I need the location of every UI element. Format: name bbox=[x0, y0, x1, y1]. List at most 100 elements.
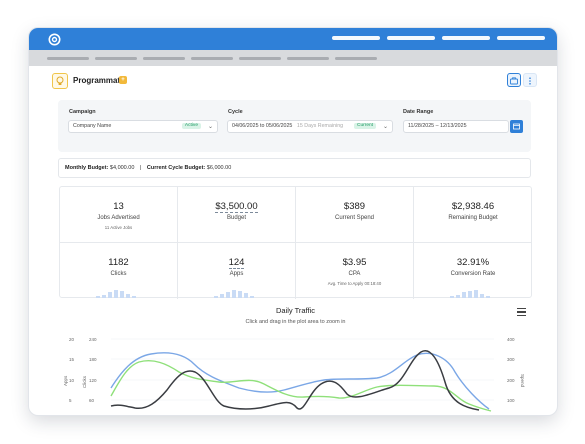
top-nav-link-3[interactable] bbox=[442, 36, 490, 40]
apps-series-line bbox=[110, 360, 492, 412]
inner-tick: 120 bbox=[89, 378, 97, 383]
secondary-navbar bbox=[29, 50, 557, 66]
secondary-nav-link-3[interactable] bbox=[143, 57, 185, 60]
stat-label: Jobs Advertised bbox=[97, 215, 140, 221]
cycle-budget-label: Current Cycle Budget: bbox=[146, 165, 206, 171]
inner-tick: 240 bbox=[89, 337, 97, 342]
stat-label: CPA bbox=[348, 271, 361, 277]
top-navbar bbox=[29, 28, 557, 50]
chart-subtitle: Click and drag in the plot area to zoom … bbox=[245, 319, 346, 325]
left-tick: 20 bbox=[69, 337, 75, 342]
stat-value: 13 bbox=[113, 201, 124, 212]
monthly-budget-value: $4,000.00 bbox=[109, 165, 135, 171]
campaign-status-badge: Active bbox=[181, 123, 201, 129]
spend-series-line bbox=[110, 350, 480, 411]
cycle-select[interactable]: 04/06/2025 to 05/06/2025 15 Days Remaini… bbox=[227, 120, 393, 133]
campaign-label: Campaign bbox=[69, 109, 96, 115]
stat-card-remaining-budget: $2,938.46 Remaining Budget bbox=[414, 187, 532, 243]
chevron-down-icon: ⌄ bbox=[382, 124, 388, 130]
left-tick: 5 bbox=[69, 398, 72, 403]
secondary-nav-link-6[interactable] bbox=[287, 57, 329, 60]
top-nav-link-2[interactable] bbox=[387, 36, 435, 40]
stat-value: 1182 bbox=[108, 257, 129, 268]
stat-value: 32.91% bbox=[456, 257, 490, 268]
secondary-nav-link-2[interactable] bbox=[95, 57, 137, 60]
date-range-label: Date Range bbox=[403, 109, 434, 115]
right-tick: 300 bbox=[507, 357, 515, 362]
left-tick: 15 bbox=[69, 357, 75, 362]
stat-value[interactable]: $3,500.00 bbox=[215, 201, 258, 213]
right-tick: 200 bbox=[507, 378, 515, 383]
briefcase-icon bbox=[510, 77, 518, 85]
stat-label: Clicks bbox=[110, 271, 127, 277]
plus-badge-icon[interactable]: + bbox=[119, 76, 127, 84]
cycle-budget-value: $6,000.00 bbox=[206, 165, 232, 171]
inner-axis-label: Clicks bbox=[82, 375, 87, 388]
chart-plot[interactable]: 20 15 10 5 240 180 120 60 400 300 200 10… bbox=[59, 302, 532, 415]
date-range-value: 11/28/2025 – 12/13/2025 bbox=[408, 123, 467, 129]
secondary-nav-links bbox=[47, 57, 377, 60]
calendar-button[interactable] bbox=[510, 120, 523, 133]
monthly-budget-label: Monthly Budget: bbox=[65, 165, 109, 171]
stat-label: Conversion Rate bbox=[450, 271, 496, 277]
date-range-input[interactable]: 11/28/2025 – 12/13/2025 bbox=[403, 120, 509, 133]
top-nav-links bbox=[332, 36, 545, 40]
stat-card-budget: $3,500.00 Budget bbox=[178, 187, 296, 243]
lightbulb-icon bbox=[52, 73, 68, 89]
clicks-sparkline bbox=[96, 290, 136, 298]
right-tick: 100 bbox=[507, 398, 515, 403]
stat-value: $3.95 bbox=[342, 257, 367, 268]
top-nav-link-1[interactable] bbox=[332, 36, 380, 40]
secondary-nav-link-1[interactable] bbox=[47, 57, 89, 60]
left-axis-label: Apps bbox=[63, 375, 68, 386]
cycle-status-badge: Current bbox=[354, 123, 376, 129]
kebab-menu-icon bbox=[529, 77, 531, 85]
daily-traffic-chart[interactable]: Daily Traffic Click and drag in the plot… bbox=[59, 302, 532, 415]
briefcase-button[interactable] bbox=[507, 73, 521, 87]
secondary-nav-link-4[interactable] bbox=[191, 57, 233, 60]
secondary-nav-link-5[interactable] bbox=[239, 57, 281, 60]
calendar-icon bbox=[513, 123, 520, 130]
stat-sub: Avg. Time to Apply 00:18:40 bbox=[327, 281, 382, 286]
page-header: Programmatic + bbox=[52, 73, 537, 93]
page-title: Programmatic bbox=[73, 76, 127, 85]
inner-tick: 180 bbox=[89, 357, 97, 362]
cycle-label: Cycle bbox=[228, 109, 243, 115]
stat-sub: 11 Active Jobs bbox=[104, 225, 133, 230]
stat-label: Apps bbox=[229, 271, 244, 277]
campaign-select[interactable]: Company Name Active ⌄ bbox=[68, 120, 218, 133]
stat-label: Remaining Budget bbox=[448, 215, 498, 221]
stat-value: $2,938.46 bbox=[451, 201, 495, 212]
top-nav-link-4[interactable] bbox=[497, 36, 545, 40]
right-tick: 400 bbox=[507, 337, 515, 342]
stat-card-conversion-rate: 32.91% Conversion Rate bbox=[414, 243, 532, 299]
more-options-button[interactable] bbox=[523, 73, 537, 87]
stat-label: Budget bbox=[226, 215, 247, 221]
clicks-series-line bbox=[110, 352, 490, 410]
campaign-value: Company Name bbox=[73, 123, 112, 129]
hamburger-menu-icon[interactable] bbox=[517, 308, 526, 316]
chevron-down-icon: ⌄ bbox=[207, 124, 213, 130]
stat-value: $389 bbox=[343, 201, 366, 212]
secondary-nav-link-7[interactable] bbox=[335, 57, 377, 60]
app-logo-icon[interactable] bbox=[48, 33, 61, 46]
cycle-remaining: 15 Days Remaining bbox=[296, 123, 344, 129]
left-tick: 10 bbox=[69, 378, 75, 383]
chart-title: Daily Traffic bbox=[275, 306, 316, 315]
budget-separator: | bbox=[139, 165, 142, 171]
apps-sparkline bbox=[214, 290, 254, 298]
main-content: Programmatic + Campaign Company Name bbox=[49, 66, 537, 415]
stat-card-jobs: 13 Jobs Advertised 11 Active Jobs bbox=[60, 187, 178, 243]
filters-panel: Campaign Company Name Active ⌄ Cycle 04/… bbox=[58, 100, 531, 152]
inner-tick: 60 bbox=[89, 398, 95, 403]
right-axis-label: Spend bbox=[520, 374, 525, 388]
conversion-sparkline bbox=[450, 290, 490, 298]
stat-card-clicks: 1182 Clicks bbox=[60, 243, 178, 299]
stats-grid: 13 Jobs Advertised 11 Active Jobs $3,500… bbox=[59, 186, 532, 299]
stat-card-cpa: $3.95 CPA Avg. Time to Apply 00:18:40 bbox=[296, 243, 414, 299]
cycle-value: 04/06/2025 to 05/06/2025 bbox=[232, 123, 293, 129]
stat-label: Current Spend bbox=[334, 215, 375, 221]
stat-card-apps: 124 Apps bbox=[178, 243, 296, 299]
stat-card-current-spend: $389 Current Spend bbox=[296, 187, 414, 243]
stat-value[interactable]: 124 bbox=[228, 257, 245, 269]
